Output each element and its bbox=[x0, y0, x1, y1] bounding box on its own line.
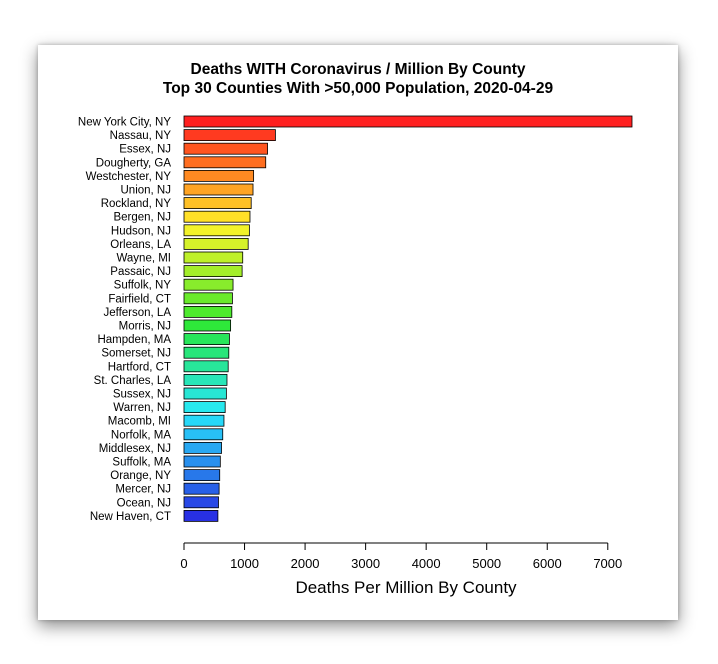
x-tick-label: 1000 bbox=[230, 556, 259, 571]
category-label: Hampden, MA bbox=[97, 334, 171, 346]
category-label: New York City, NY bbox=[78, 117, 171, 129]
category-label: Hudson, NJ bbox=[111, 225, 171, 237]
bar bbox=[183, 428, 224, 441]
bar bbox=[183, 129, 276, 141]
category-label: Bergen, NJ bbox=[113, 212, 171, 224]
bar bbox=[183, 455, 221, 468]
x-tick-label: 6000 bbox=[533, 556, 562, 571]
bar bbox=[183, 441, 222, 454]
category-label: Nassau, NY bbox=[110, 130, 172, 142]
bar bbox=[183, 183, 254, 196]
bar bbox=[183, 346, 230, 359]
bar bbox=[183, 224, 250, 237]
bar bbox=[183, 319, 232, 332]
bar bbox=[183, 115, 633, 128]
category-label: Rockland, NY bbox=[101, 198, 172, 210]
bars-group bbox=[183, 115, 633, 522]
bar bbox=[183, 292, 233, 305]
bar bbox=[183, 496, 219, 509]
bar bbox=[183, 278, 234, 291]
category-label: Dougherty, GA bbox=[96, 157, 172, 169]
category-label: Suffolk, MA bbox=[112, 457, 171, 469]
x-tick-label: 0 bbox=[180, 556, 187, 571]
bar bbox=[183, 197, 252, 210]
category-label: Orleans, LA bbox=[110, 239, 171, 251]
bar bbox=[183, 170, 255, 182]
bar bbox=[183, 414, 225, 427]
bar bbox=[183, 401, 226, 414]
category-label: Union, NJ bbox=[121, 185, 172, 197]
chart-card: Deaths WITH Coronavirus / Million By Cou… bbox=[38, 45, 678, 620]
category-label: Macomb, MI bbox=[108, 416, 171, 428]
bar bbox=[183, 210, 251, 223]
x-axis: 0 1000 2000 3000 4000 5000 6000 7000 bbox=[180, 542, 622, 571]
bar bbox=[183, 509, 219, 522]
bar bbox=[183, 251, 244, 264]
bar bbox=[183, 482, 220, 495]
category-label: Suffolk, NY bbox=[114, 280, 172, 292]
bar bbox=[183, 142, 268, 155]
category-label: Ocean, NJ bbox=[117, 497, 171, 509]
category-label: Fairfield, CT bbox=[108, 293, 171, 305]
chart-subtitle: Top 30 Counties With >50,000 Population,… bbox=[162, 80, 554, 97]
bar bbox=[183, 387, 227, 400]
category-label: Middlesex, NJ bbox=[99, 443, 171, 455]
bar bbox=[183, 305, 233, 318]
category-label: Norfolk, MA bbox=[111, 429, 171, 441]
x-tick-label: 5000 bbox=[472, 556, 501, 571]
category-label: Morris, NJ bbox=[119, 321, 171, 333]
category-label: Orange, NY bbox=[110, 470, 171, 482]
x-tick-label: 7000 bbox=[593, 556, 622, 571]
x-tick-label: 2000 bbox=[291, 556, 320, 571]
category-label: New Haven, CT bbox=[90, 511, 171, 523]
bar bbox=[183, 333, 230, 346]
chart-title: Deaths WITH Coronavirus / Million By Cou… bbox=[190, 61, 526, 78]
category-label: Passaic, NJ bbox=[110, 266, 171, 278]
category-label: Mercer, NJ bbox=[115, 484, 171, 496]
category-label: Essex, NJ bbox=[119, 144, 171, 156]
category-label: Wayne, MI bbox=[116, 253, 171, 265]
x-tick-label: 4000 bbox=[412, 556, 441, 571]
bar bbox=[183, 360, 229, 373]
bar bbox=[183, 265, 243, 278]
category-label: Sussex, NJ bbox=[113, 389, 171, 401]
category-label: St. Charles, LA bbox=[94, 375, 172, 387]
x-tick-label: 3000 bbox=[351, 556, 380, 571]
category-label: Warren, NJ bbox=[113, 402, 171, 414]
category-label: Hartford, CT bbox=[108, 361, 171, 373]
bar bbox=[183, 237, 249, 250]
category-label: Jefferson, LA bbox=[103, 307, 171, 319]
category-label: Somerset, NJ bbox=[101, 348, 171, 360]
x-axis-label: Deaths Per Million By County bbox=[295, 578, 517, 597]
bar bbox=[183, 469, 221, 482]
bar bbox=[183, 373, 228, 386]
category-label: Westchester, NY bbox=[86, 171, 172, 183]
bar bbox=[183, 156, 267, 169]
